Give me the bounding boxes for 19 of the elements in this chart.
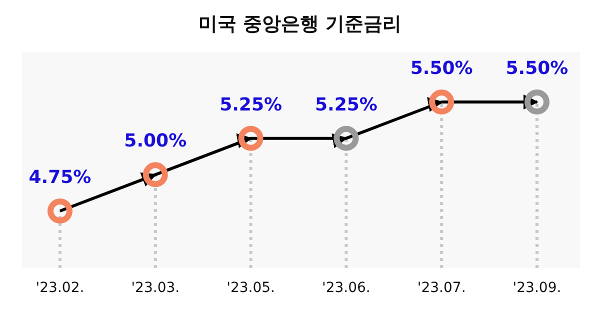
x-tick-label: '23.07. xyxy=(417,280,466,296)
data-label: 5.50% xyxy=(506,58,568,79)
data-label: 5.50% xyxy=(410,58,473,79)
chart-title: 미국 중앙은행 기준금리 xyxy=(198,13,402,35)
point xyxy=(48,198,72,224)
point xyxy=(429,90,454,114)
x-tick-label: '23.05. xyxy=(226,280,275,296)
point xyxy=(238,126,264,151)
data-label: 5.25% xyxy=(314,94,378,116)
point xyxy=(524,90,550,114)
point xyxy=(142,162,168,188)
data-label: 5.00% xyxy=(124,130,187,152)
x-tick-label: '23.06. xyxy=(322,280,370,296)
data-label: 5.25% xyxy=(220,94,282,116)
x-tick-label: '23.02. xyxy=(36,280,84,296)
data-label: 4.75% xyxy=(28,167,92,188)
x-tick-label: '23.09. xyxy=(512,280,562,296)
point xyxy=(334,126,359,151)
x-tick-label: '23.03. xyxy=(131,280,180,296)
